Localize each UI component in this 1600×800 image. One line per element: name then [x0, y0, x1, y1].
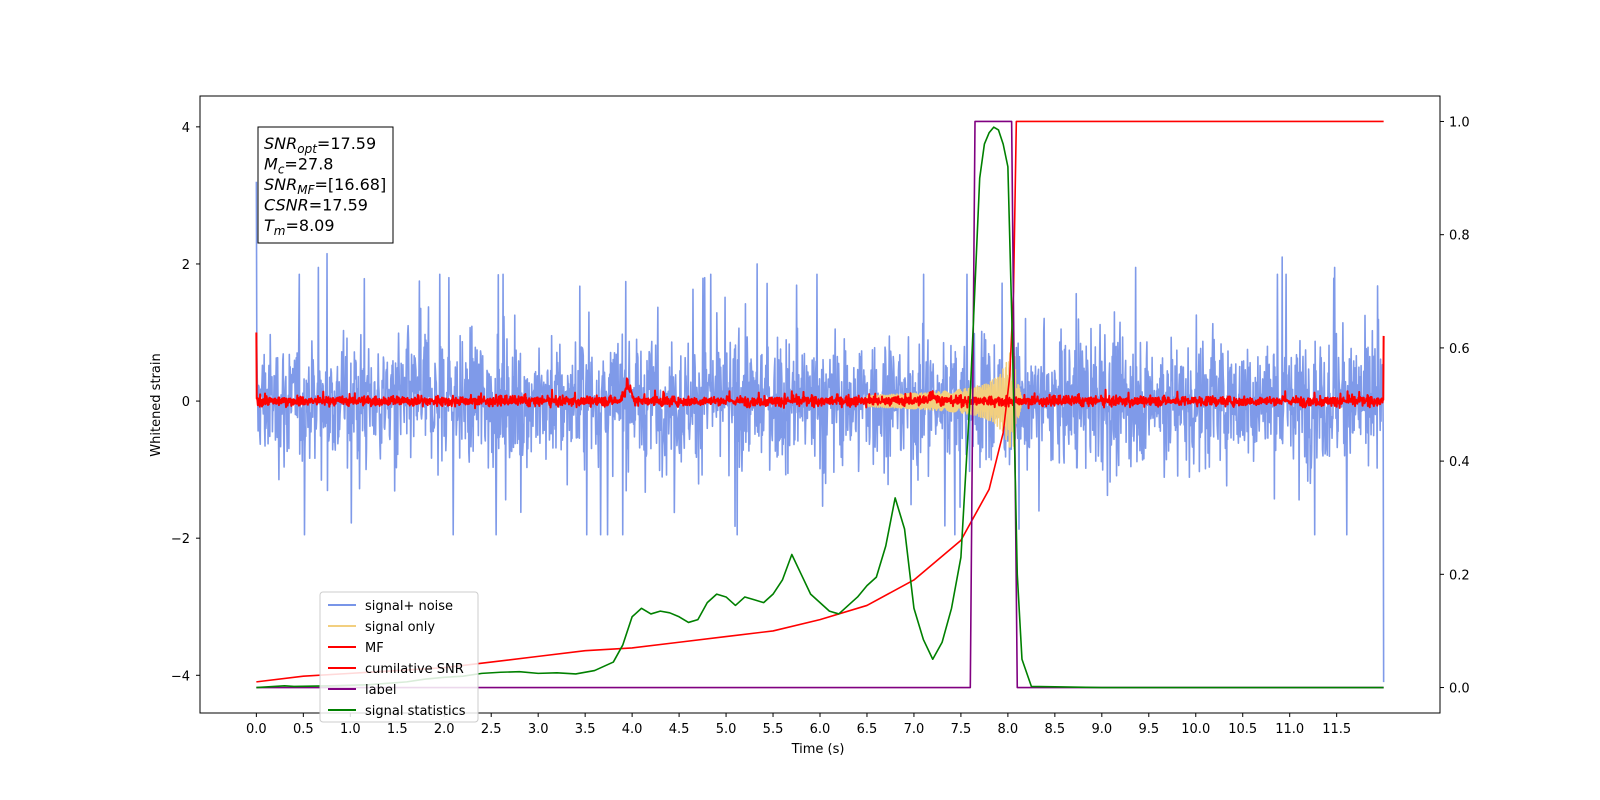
x-axis-title: Time (s) — [791, 742, 845, 757]
legend-label: MF — [365, 641, 384, 656]
y-tick-label: 4 — [182, 121, 190, 136]
x-tick-label: 6.0 — [810, 722, 831, 737]
legend: signal+ noise signal only MF cumilative SNR… — [319, 591, 479, 723]
annotation-value: =27.8 — [284, 155, 333, 174]
legend-label: signal statistics — [365, 704, 466, 719]
x-tick-label: 3.5 — [575, 722, 596, 737]
annotation-symbol: T — [264, 216, 275, 235]
annotation-line: SNRopt=17.59 — [264, 134, 376, 156]
series-signal-noise — [255, 181, 1385, 683]
x-tick-label: 2.0 — [434, 722, 455, 737]
x-tick-label: 0.0 — [246, 722, 267, 737]
annotation-line: Mc=27.8 — [264, 155, 333, 177]
annotation-line: CSNR=17.59 — [264, 196, 368, 215]
annotation-subscript: MF — [297, 183, 315, 197]
legend-label: signal+ noise — [365, 599, 453, 614]
annotation-subscript: opt — [297, 142, 318, 156]
x-tick-label: 11.0 — [1275, 722, 1304, 737]
x-tick-label: 10.0 — [1181, 722, 1210, 737]
y-tick-label: 0 — [182, 395, 190, 410]
x-tick-label: 5.0 — [716, 722, 737, 737]
x-tick-label: 8.0 — [998, 722, 1019, 737]
y-tick-label: −4 — [171, 669, 190, 684]
annotation-value: =[16.68] — [315, 175, 387, 194]
y2-tick-label: 0.6 — [1449, 342, 1470, 357]
x-tick-label: 7.0 — [904, 722, 925, 737]
x-axis: 0.0 0.5 1.0 1.5 2.0 2.5 3.0 3.5 4.0 4.5 5.0 5.5 6.0 6… — [246, 713, 1351, 737]
y-tick-label: 2 — [182, 258, 190, 273]
y2-tick-label: 0.0 — [1449, 682, 1470, 697]
y2-tick-label: 1.0 — [1449, 115, 1470, 130]
x-tick-label: 5.5 — [763, 722, 784, 737]
annotation-symbol: M — [264, 155, 278, 174]
x-tick-label: 10.5 — [1228, 722, 1257, 737]
annotation-frame — [257, 126, 394, 244]
annotation-box: SNRopt=17.59Mc=27.8SNRMF=[16.68]CSNR=17.… — [257, 126, 394, 244]
annotation-value: =17.59 — [309, 196, 368, 215]
annotation-value: =17.59 — [317, 134, 376, 153]
series-signal-statistics — [256, 126, 1384, 689]
x-tick-label: 4.0 — [622, 722, 643, 737]
x-tick-label: 1.0 — [340, 722, 361, 737]
x-tick-label: 6.5 — [857, 722, 878, 737]
x-tick-label: 0.5 — [293, 722, 314, 737]
annotation-value: =8.09 — [285, 216, 334, 235]
legend-frame — [319, 591, 479, 723]
x-tick-label: 7.5 — [951, 722, 972, 737]
y2-tick-label: 0.8 — [1449, 229, 1470, 244]
x-tick-label: 2.5 — [481, 722, 502, 737]
x-tick-label: 11.5 — [1322, 722, 1351, 737]
y-axis-title: Whitened strain — [149, 353, 164, 456]
annotation-symbol: SNR — [264, 134, 297, 153]
annotation-symbol: SNR — [264, 175, 297, 194]
series-mf — [255, 332, 1385, 410]
legend-label: cumilative SNR — [365, 662, 464, 677]
x-tick-label: 9.0 — [1091, 722, 1112, 737]
y-tick-label: −2 — [171, 532, 190, 547]
annotation-line: Tm=8.09 — [264, 216, 335, 238]
y-axis-right: 1.0 0.8 0.6 0.4 0.2 0.0 — [1440, 115, 1470, 697]
x-tick-label: 4.5 — [669, 722, 690, 737]
annotation-subscript: c — [278, 163, 285, 177]
x-tick-label: 9.5 — [1138, 722, 1159, 737]
annotation-subscript: m — [274, 224, 286, 238]
y2-tick-label: 0.4 — [1449, 455, 1470, 470]
legend-label: signal only — [365, 620, 435, 635]
y-axis-left: 4 2 0 −2 −4 — [171, 121, 200, 684]
x-tick-label: 3.0 — [528, 722, 549, 737]
x-tick-label: 1.5 — [387, 722, 408, 737]
x-tick-label: 8.5 — [1045, 722, 1066, 737]
legend-label: label — [365, 683, 396, 698]
annotation-symbol: CSNR — [264, 196, 309, 215]
annotation-line: SNRMF=[16.68] — [264, 175, 386, 197]
y2-tick-label: 0.2 — [1449, 568, 1470, 583]
